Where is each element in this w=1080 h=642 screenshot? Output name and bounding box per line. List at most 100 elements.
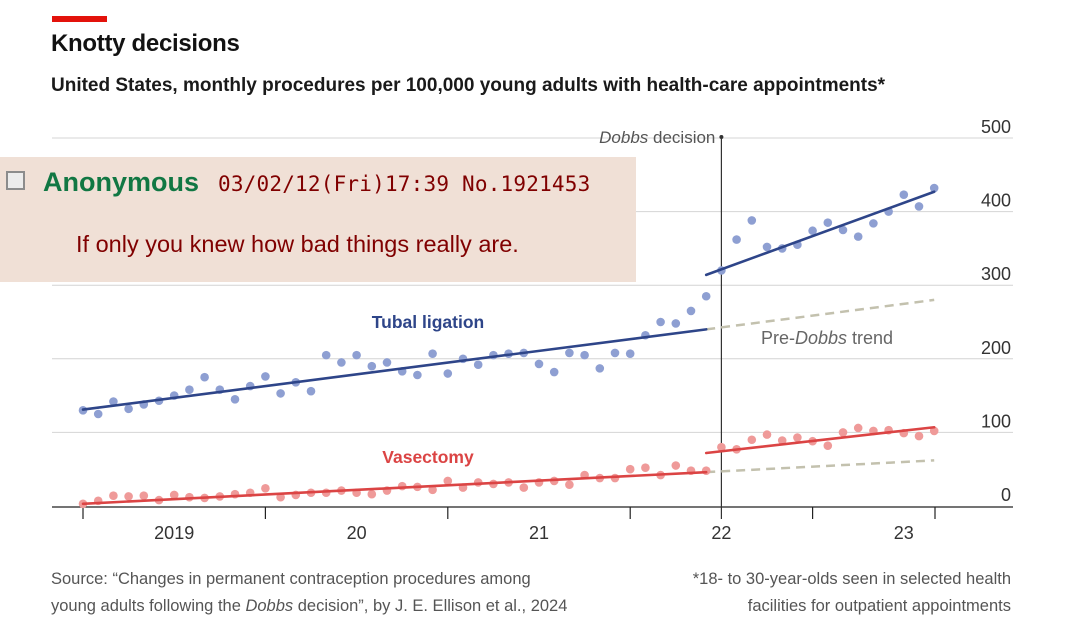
tubal-point: [914, 202, 924, 211]
source-line-1: Source: “Changes in permanent contracept…: [51, 570, 531, 588]
vasectomy-point: [914, 431, 924, 441]
footnote-line-2: facilities for outpatient appointments: [747, 597, 1011, 615]
tubal-point: [276, 389, 285, 398]
y-tick-label-500: 500: [981, 117, 1011, 137]
vasectomy-point: [565, 480, 574, 489]
chart-subtitle: United States, monthly procedures per 10…: [51, 75, 886, 96]
tubal-point: [321, 350, 331, 360]
vasectomy-point: [428, 485, 437, 495]
tubal-point: [929, 183, 939, 193]
x-tick-label-20: 20: [347, 523, 367, 543]
tubal-point: [185, 385, 194, 395]
tubal-point: [701, 291, 711, 301]
post-meta: 03/02/12(Fri)17:39 No.1921453: [218, 172, 591, 196]
x-tick-label-2019: 2019: [154, 523, 194, 543]
tubal-point: [230, 394, 240, 404]
tubal-point: [732, 235, 741, 244]
vasectomy-point: [261, 484, 270, 493]
vasectomy-fit-line-pre: [81, 470, 708, 506]
vasectomy-point: [838, 428, 848, 437]
x-tick-label-21: 21: [529, 523, 549, 543]
tubal-point: [671, 319, 681, 328]
vasectomy-point: [443, 476, 453, 486]
post-author-name: Anonymous: [43, 167, 200, 197]
x-tick-label-23: 23: [894, 523, 914, 543]
y-tick-label-300: 300: [981, 264, 1011, 284]
tubal-point: [656, 317, 665, 327]
y-tick-label-400: 400: [981, 191, 1011, 211]
tubal-point: [473, 360, 483, 369]
tubal-point: [899, 190, 909, 199]
tubal-point: [306, 386, 316, 396]
vasectomy-point: [641, 463, 650, 473]
vasectomy-point: [762, 430, 772, 439]
source-line-2-pre: young adults following the: [51, 597, 246, 615]
tubal-point: [337, 358, 346, 367]
tubal-point: [200, 372, 209, 382]
tubal-point: [823, 218, 833, 227]
tubal-point: [853, 232, 863, 241]
tubal-point: [352, 350, 361, 360]
tubal-pre-dobbs-trend-line: [706, 298, 935, 331]
vasectomy-point: [793, 433, 802, 442]
tubal-point: [625, 349, 635, 358]
y-tick-label-100: 100: [981, 411, 1011, 431]
vasectomy-point: [139, 491, 149, 500]
vasectomy-point: [701, 466, 711, 475]
tubal-point: [367, 361, 377, 371]
footnote-line-1: *18- to 30-year-olds seen in selected he…: [692, 570, 1011, 588]
tubal-point: [261, 372, 270, 381]
tubal-point: [869, 219, 878, 228]
y-tick-label-200: 200: [981, 338, 1011, 358]
tubal-point: [747, 216, 757, 225]
dobbs-decision-marker: [719, 135, 724, 139]
vasectomy-point: [717, 442, 726, 452]
x-tick-label-22: 22: [711, 523, 731, 543]
chart-title: Knotty decisions: [51, 30, 240, 57]
tubal-point: [580, 350, 589, 360]
tubal-point: [443, 369, 453, 378]
source-line-2-em: Dobbs: [245, 597, 294, 615]
vasectomy-point: [853, 423, 863, 433]
vasectomy-label: Vasectomy: [382, 447, 474, 467]
tubal-point: [428, 349, 437, 358]
tubal-point: [124, 404, 133, 414]
dobbs-decision-label: Dobbs decision: [599, 128, 715, 147]
vasectomy-point: [777, 436, 787, 445]
vasectomy-point: [169, 490, 179, 500]
tubal-fit-line-pre: [81, 328, 708, 411]
tubal-point: [534, 359, 544, 369]
vasectomy-point: [671, 461, 681, 470]
vasectomy-point: [109, 491, 118, 500]
vasectomy-pre-dobbs-trend-line: [706, 459, 935, 474]
vasectomy-point: [519, 483, 529, 492]
tubal-point: [838, 225, 848, 235]
tubal-point: [109, 397, 118, 406]
vasectomy-point: [124, 492, 133, 501]
tubal-fit-line-post: [704, 190, 936, 277]
post-checkbox[interactable]: [6, 171, 25, 190]
tubal-point: [808, 226, 817, 236]
tubal-ligation-label: Tubal ligation: [372, 312, 484, 332]
post-text: If only you knew how bad things really a…: [76, 231, 519, 257]
tubal-point: [93, 409, 103, 419]
vasectomy-point: [367, 489, 377, 499]
tubal-point: [762, 242, 772, 252]
pre-dobbs-trend-label: Pre-Dobbs trend: [761, 328, 893, 348]
tubal-point: [413, 370, 422, 380]
tubal-point: [382, 358, 392, 367]
vasectomy-fit-line-post: [704, 425, 936, 455]
footnote: *18- to 30-year-olds seen in selected he…: [693, 566, 1011, 620]
tubal-point: [595, 364, 605, 373]
tubal-point: [610, 348, 620, 358]
post-overlay: Anonymous 03/02/12(Fri)17:39 No.1921453 …: [0, 157, 636, 282]
source-note: Source: “Changes in permanent contracept…: [51, 566, 567, 620]
source-line-2-post: decision”, by J. E. Ellison et al., 2024: [293, 597, 568, 615]
y-tick-label-0: 0: [1001, 485, 1011, 505]
accent-bar: [52, 16, 107, 22]
tubal-point: [565, 348, 574, 358]
source-line-2: young adults following the Dobbs decisio…: [51, 593, 567, 620]
vasectomy-point: [625, 464, 635, 474]
tubal-point: [549, 367, 559, 377]
